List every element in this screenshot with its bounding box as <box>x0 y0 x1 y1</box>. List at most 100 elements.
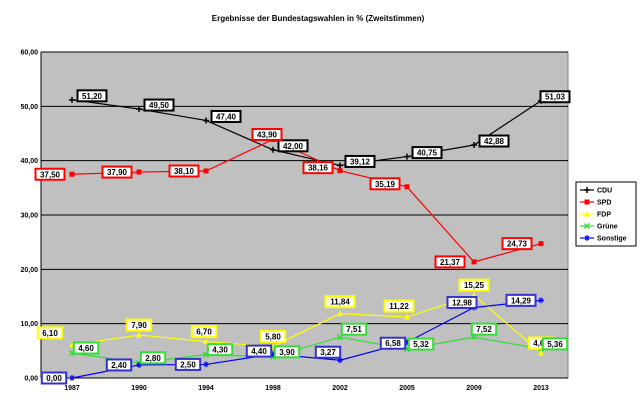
legend-label: CDU <box>597 188 612 195</box>
y-tick-label: 60,00 <box>20 50 38 57</box>
data-label: 12,98 <box>452 298 473 307</box>
data-label: 35,19 <box>375 180 396 189</box>
data-label: 2,50 <box>180 360 196 369</box>
data-label: 51,03 <box>545 93 566 102</box>
data-label: 2,80 <box>145 354 161 363</box>
data-label-box <box>434 255 466 269</box>
x-tick-label: 1987 <box>64 385 80 392</box>
marker-plus <box>69 96 75 103</box>
y-tick-label: 10,00 <box>20 321 38 328</box>
data-label: 39,12 <box>350 157 371 166</box>
marker-triangle <box>337 310 343 317</box>
data-label: 37,90 <box>107 168 128 177</box>
marker-triangle <box>136 332 142 338</box>
legend-label: Grüne <box>597 224 618 231</box>
data-label: 4,60 <box>533 339 549 348</box>
data-label: 14,29 <box>511 296 532 305</box>
data-label: 4,30 <box>212 346 228 355</box>
data-label: 5,32 <box>413 340 429 349</box>
marker-plus <box>337 162 343 169</box>
data-label: 5,36 <box>547 340 563 349</box>
data-label: 7,90 <box>131 321 147 330</box>
y-tick-label: 0,00 <box>24 376 38 383</box>
x-tick-label: 2013 <box>533 385 549 392</box>
data-label: 47,40 <box>216 112 237 121</box>
legend-label: SPD <box>597 200 611 207</box>
data-label: 21,37 <box>440 258 461 267</box>
data-label-box <box>143 98 175 112</box>
marker-x <box>583 222 591 230</box>
marker-triangle <box>203 338 209 345</box>
y-tick-label: 40,00 <box>20 158 38 165</box>
marker-triangle <box>404 314 410 320</box>
data-label-box <box>324 295 356 309</box>
marker-square <box>136 169 142 175</box>
legend-label: Sonstige <box>597 236 627 243</box>
data-label: 5,80 <box>265 332 281 341</box>
data-label-box <box>541 337 569 351</box>
data-label: 7,52 <box>476 325 492 334</box>
marker-plus <box>136 106 142 113</box>
data-label-box <box>340 322 368 336</box>
data-label-box <box>210 109 242 123</box>
data-label: 49,50 <box>149 101 170 110</box>
data-label-box <box>369 177 401 191</box>
x-tick-label: 1998 <box>265 385 281 392</box>
data-label: 37,50 <box>40 170 61 179</box>
marker-star <box>270 351 276 358</box>
data-label-box <box>344 154 376 168</box>
marker-star <box>584 235 590 241</box>
series-line-spd <box>71 138 542 263</box>
data-label-box <box>273 345 301 359</box>
data-label: 2,40 <box>111 361 127 370</box>
marker-plus <box>203 117 209 124</box>
data-label-box <box>446 295 478 309</box>
chart-title: Ergebnisse der Bundestagswahlen in % (Zw… <box>212 14 425 23</box>
data-label-box <box>277 139 309 153</box>
data-label: 51,20 <box>82 92 103 101</box>
marker-plus <box>584 187 590 193</box>
data-label: 42,00 <box>283 142 304 151</box>
data-label: 11,84 <box>330 298 350 307</box>
marker-plus <box>404 153 410 160</box>
data-label-box <box>206 343 234 357</box>
data-label: 38,10 <box>174 167 195 176</box>
data-label-box <box>105 358 133 372</box>
data-label: 3,90 <box>279 348 295 357</box>
data-label: 6,58 <box>385 339 401 348</box>
data-label-box <box>76 89 108 103</box>
data-label: 15,25 <box>464 281 485 290</box>
data-label-box <box>168 164 200 178</box>
y-tick-label: 50,00 <box>20 104 38 111</box>
x-axis-ticks: 1987 1990 1994 1998 2002 2005 2009 2013 <box>64 385 549 392</box>
data-label-box <box>259 329 287 343</box>
marker-star <box>404 339 410 346</box>
data-label: 11,22 <box>389 302 409 311</box>
x-tick-label: 1990 <box>131 385 147 392</box>
data-label-box <box>505 293 537 307</box>
marker-plus <box>471 142 477 149</box>
data-label-box <box>251 127 283 141</box>
marker-triangle <box>584 211 590 217</box>
data-label-box <box>478 134 510 148</box>
data-label-box <box>125 318 153 332</box>
x-tick-label: 1994 <box>198 385 214 392</box>
data-label-box <box>190 325 218 339</box>
legend: CDU SPD FDP Grüne Sonstige <box>575 181 637 247</box>
data-label: 4,60 <box>78 344 94 353</box>
series-line-sonstige <box>71 299 542 379</box>
data-label: 42,88 <box>484 137 505 146</box>
data-label: 7,51 <box>346 325 362 334</box>
marker-star <box>136 361 142 368</box>
y-tick-label: 30,00 <box>20 213 38 220</box>
x-tick-label: 2009 <box>466 385 482 392</box>
data-label: 38,16 <box>308 164 329 173</box>
data-label-box <box>411 146 443 160</box>
data-label-box <box>501 237 533 251</box>
marker-triangle <box>538 350 544 356</box>
legend-label: FDP <box>597 212 611 219</box>
data-labels: 51,20 49,50 47,40 42,00 39,12 40,75 42,88 51,03… <box>34 89 571 385</box>
data-label-box <box>383 299 415 313</box>
marker-plus <box>270 146 276 153</box>
